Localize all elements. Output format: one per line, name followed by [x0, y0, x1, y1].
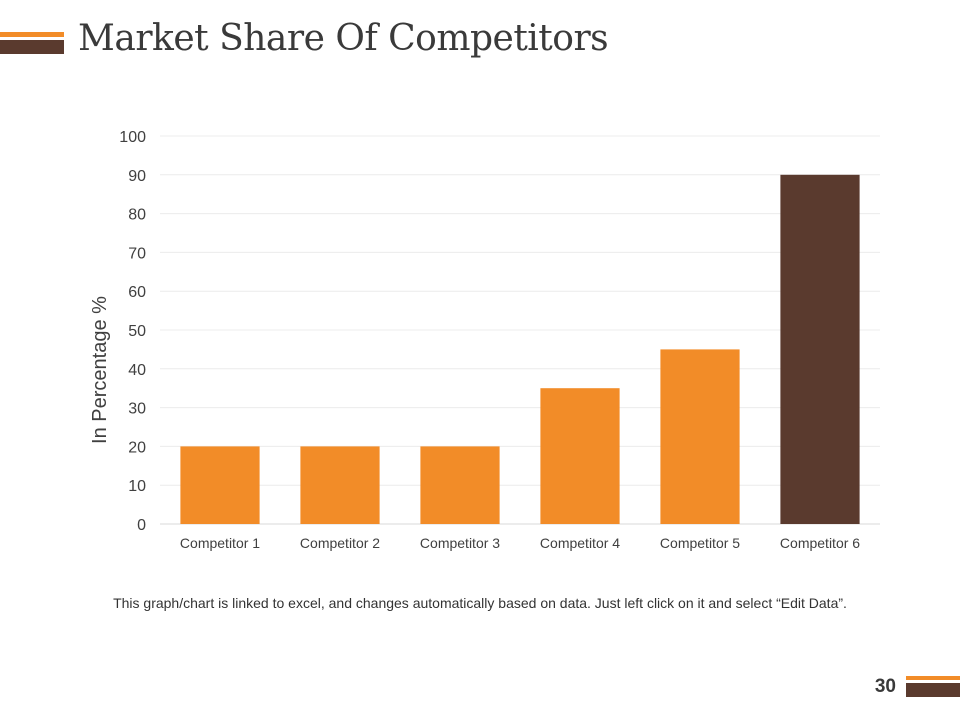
chart-caption: This graph/chart is linked to excel, and…: [113, 595, 847, 611]
bar-competitor-5[interactable]: [660, 349, 740, 524]
x-tick-label: Competitor 4: [540, 535, 620, 551]
title-accent-brown-stripe: [0, 40, 64, 54]
footer-accent-bar: [906, 676, 960, 698]
y-axis-title: In Percentage %: [89, 296, 111, 444]
footer-accent-brown-stripe: [906, 683, 960, 697]
y-tick-label: 0: [137, 517, 146, 534]
y-tick-label: 20: [128, 439, 146, 456]
bar-competitor-4[interactable]: [540, 388, 620, 524]
y-tick-label: 50: [128, 323, 146, 340]
y-tick-label: 40: [128, 362, 146, 379]
bar-chart[interactable]: 0 10 20 30 40 50 60 70 80 90 100 Competitor 1 Compet…: [0, 0, 960, 580]
bar-competitor-1[interactable]: [180, 446, 260, 524]
title-accent-orange-stripe: [0, 32, 64, 37]
y-tick-label: 90: [128, 168, 146, 185]
y-tick-label: 60: [128, 284, 146, 301]
title-accent-bar: [0, 32, 64, 54]
x-tick-label: Competitor 1: [180, 535, 260, 551]
x-tick-label: Competitor 3: [420, 535, 500, 551]
bar-competitor-2[interactable]: [300, 446, 380, 524]
bar-competitor-6[interactable]: [780, 174, 860, 525]
y-tick-label: 70: [128, 245, 146, 262]
y-tick-label: 30: [128, 401, 146, 418]
x-tick-label: Competitor 2: [300, 535, 380, 551]
y-tick-label: 10: [128, 478, 146, 495]
footer-accent-orange-stripe: [906, 676, 960, 680]
y-tick-label: 80: [128, 207, 146, 224]
slide-title: Market Share Of Competitors: [78, 18, 609, 59]
bar-competitor-3[interactable]: [420, 446, 500, 524]
page-number: 30: [874, 676, 896, 697]
x-tick-label: Competitor 6: [780, 535, 860, 551]
x-tick-label: Competitor 5: [660, 535, 740, 551]
y-tick-label: 100: [119, 129, 146, 146]
